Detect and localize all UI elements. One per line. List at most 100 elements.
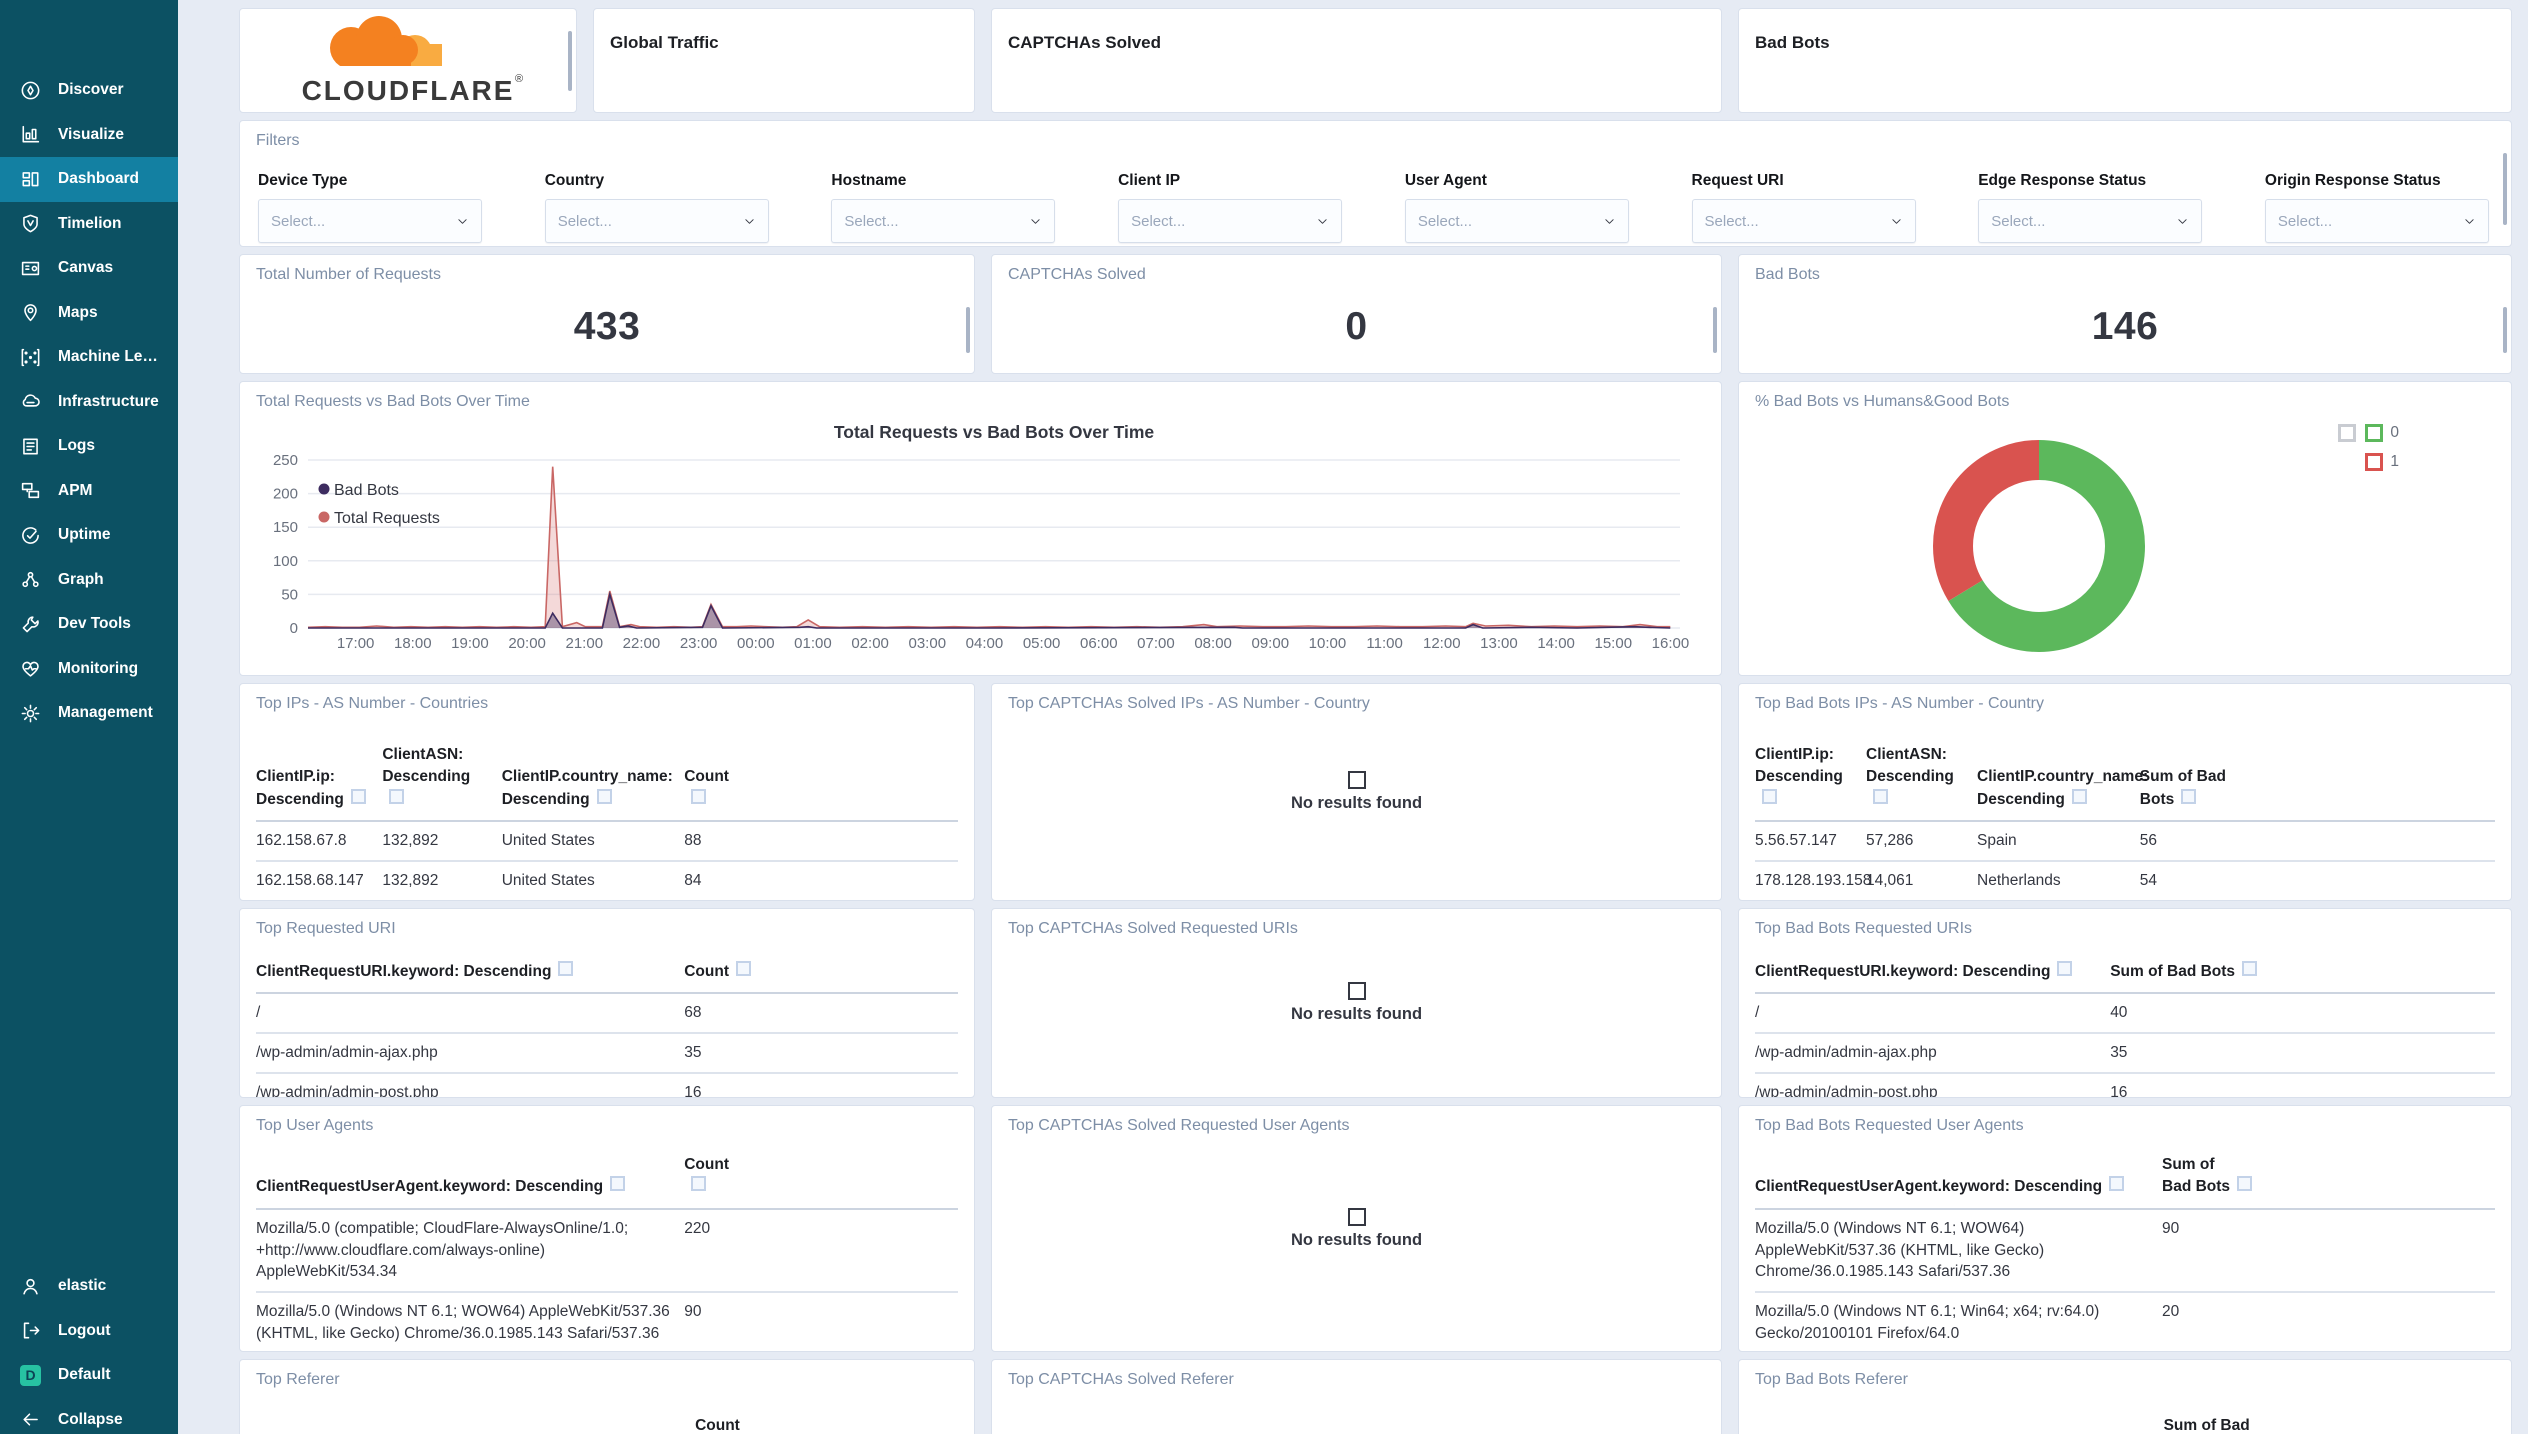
sidebar-item-canvas[interactable]: Canvas <box>0 246 178 291</box>
table-cell: United States <box>501 821 685 863</box>
svg-text:10:00: 10:00 <box>1309 635 1347 652</box>
column-header[interactable]: Sum of Bad Bots <box>2110 957 2495 995</box>
column-header[interactable]: ClientIP.ip: Descending <box>256 740 383 823</box>
filter-group-user-agent: User Agent Select... <box>1404 151 1629 243</box>
svg-text:11:00: 11:00 <box>1366 635 1402 652</box>
sidebar-item-visualize[interactable]: Visualize <box>0 113 178 158</box>
sidebar-footer-default[interactable]: D Default <box>0 1353 178 1398</box>
column-header[interactable]: ClientRequestUserAgent.keyword: Descendi… <box>1755 1150 2162 1210</box>
filter-select-edge-response-status[interactable]: Select... <box>1978 199 2203 243</box>
panel-title: Top Requested URI <box>256 920 396 937</box>
column-header[interactable]: ClientASN: Descending <box>1866 740 1977 823</box>
sidebar-item-label: Graph <box>58 570 104 588</box>
table-cell: 20 <box>2162 1292 2495 1351</box>
filter-select-request-uri[interactable]: Select... <box>1691 199 1916 243</box>
sidebar-item-uptime[interactable]: Uptime <box>0 513 178 558</box>
sidebar-footer-elastic[interactable]: elastic <box>0 1264 178 1309</box>
panel-scrollbar[interactable] <box>2503 153 2507 225</box>
column-header[interactable]: Sum of Bad Bots <box>2162 1150 2495 1210</box>
chart-panel-title: Total Requests vs Bad Bots Over Time <box>256 393 530 410</box>
panel-title: Top Bad Bots Requested URIs <box>1755 920 1973 937</box>
donut-legend-item-1[interactable]: 1 <box>2329 453 2399 471</box>
column-header[interactable]: ClientRequestURI.keyword: Descending <box>256 957 685 995</box>
filter-select-origin-response-status[interactable]: Select... <box>2264 199 2489 243</box>
maps-icon <box>20 302 41 323</box>
column-header[interactable]: ClientRequestURI.keyword: Descending <box>1755 957 2111 995</box>
svg-text:06:00: 06:00 <box>1080 635 1118 652</box>
column-header[interactable]: Count <box>684 740 958 823</box>
table-cell: /wp-admin/admin-ajax.php <box>256 1033 685 1074</box>
sidebar-footer-logout[interactable]: Logout <box>0 1309 178 1354</box>
filter-group-hostname: Hostname Select... <box>831 151 1056 243</box>
filter-label: Edge Response Status <box>1978 172 2147 189</box>
sidebar-item-machine-le-[interactable]: Machine Le… <box>0 335 178 380</box>
column-header[interactable]: Count <box>684 1150 958 1210</box>
sidebar-item-dev-tools[interactable]: Dev Tools <box>0 602 178 647</box>
panel-scrollbar[interactable] <box>2503 307 2507 353</box>
filter-group-device-type: Device Type Select... <box>258 151 482 243</box>
sidebar-item-apm[interactable]: APM <box>0 469 178 514</box>
filter-label: Request URI <box>1691 172 1784 189</box>
filter-select-hostname[interactable]: Select... <box>831 199 1056 243</box>
metric-panel-total-number-of-requests: Total Number of Requests 433 <box>239 254 975 374</box>
badbots-donut-chart[interactable] <box>1739 382 2511 675</box>
legend-item[interactable]: Bad Bots <box>318 482 399 499</box>
svg-text:20:00: 20:00 <box>508 635 546 652</box>
donut-slices[interactable] <box>1933 440 2145 652</box>
panel-scrollbar[interactable] <box>966 307 970 353</box>
select-placeholder: Select... <box>1417 212 1473 230</box>
panel-row: Top Requested URI ClientRequestURI.keywor… <box>239 908 2512 1098</box>
table-cell: 162.158.68.147 <box>256 861 383 900</box>
column-header[interactable]: ClientASN: Descending <box>382 740 502 823</box>
timelion-icon <box>20 213 41 234</box>
sidebar-item-graph[interactable]: Graph <box>0 558 178 603</box>
table-row: 162.158.68.147 132,892 United States 84 <box>256 861 958 900</box>
filter-select-client-ip[interactable]: Select... <box>1118 199 1343 243</box>
table-cell: 40 <box>2110 993 2495 1035</box>
filter-label: Origin Response Status <box>2264 172 2441 189</box>
filter-select-country[interactable]: Select... <box>544 199 769 243</box>
column-header[interactable]: Sum of Bad <box>2163 1417 2250 1434</box>
infrastructure-icon <box>20 391 41 412</box>
donut-legend-item-0[interactable]: 0 <box>2329 424 2399 442</box>
sidebar-footer-collapse[interactable]: Collapse <box>0 1398 178 1434</box>
column-header[interactable]: Count <box>684 957 958 995</box>
column-header[interactable]: Sum of Bad Bots <box>2139 740 2495 823</box>
panel-scrollbar[interactable] <box>1713 307 1717 353</box>
sidebar-item-discover[interactable]: Discover <box>0 68 178 113</box>
panel-scrollbar[interactable] <box>568 31 572 91</box>
column-header[interactable]: ClientIP.ip: Descending <box>1755 740 1866 823</box>
sidebar-item-infrastructure[interactable]: Infrastructure <box>0 380 178 425</box>
sidebar-item-logs[interactable]: Logs <box>0 424 178 469</box>
filter-select-user-agent[interactable]: Select... <box>1404 199 1629 243</box>
table-cell: Mozilla/5.0 (compatible; CloudFlare-Alwa… <box>256 1208 685 1294</box>
sidebar-item-label: Machine Le… <box>58 348 158 366</box>
user-icon <box>20 1276 41 1297</box>
panel-row: Top Referer Count Top CAPTCHAs Solved Refe… <box>239 1359 2512 1434</box>
metric-title: CAPTCHAs Solved <box>1008 266 1146 283</box>
empty-visualization-icon <box>1347 771 1366 789</box>
column-header[interactable]: ClientRequestUserAgent.keyword: Descendi… <box>256 1150 685 1210</box>
sidebar-item-maps[interactable]: Maps <box>0 291 178 336</box>
column-header[interactable]: Count <box>695 1417 740 1434</box>
table-cell: Mozilla/5.0 (Windows NT 6.1; WOW64) Appl… <box>1755 1208 2162 1294</box>
sidebar-footer-label: Default <box>58 1366 111 1384</box>
table-cell: 220 <box>684 1208 958 1294</box>
filter-group-client-ip: Client IP Select... <box>1118 151 1343 243</box>
legend-item[interactable]: Total Requests <box>318 510 440 527</box>
column-header[interactable]: ClientIP.country_name: Descending <box>1977 740 2148 823</box>
sidebar-item-timelion[interactable]: Timelion <box>0 202 178 247</box>
charts-row: Total Requests vs Bad Bots Over Time 0 50… <box>239 381 2512 676</box>
svg-text:Total Requests vs Bad Bots Ove: Total Requests vs Bad Bots Over Time <box>834 422 1155 442</box>
svg-text:03:00: 03:00 <box>909 635 947 652</box>
column-header[interactable]: ClientIP.country_name: Descending <box>501 740 685 823</box>
sidebar-item-management[interactable]: Management <box>0 691 178 736</box>
filter-select-device-type[interactable]: Select... <box>258 199 482 243</box>
sidebar-item-monitoring[interactable]: Monitoring <box>0 647 178 692</box>
management-icon <box>20 703 41 724</box>
filter-label: User Agent <box>1404 172 1487 189</box>
sidebar-item-dashboard[interactable]: Dashboard <box>0 157 178 202</box>
cloudflare-logo-panel: CLOUDFLARE ® <box>239 8 577 113</box>
canvas-icon <box>20 258 41 279</box>
filter-label: Hostname <box>831 172 907 189</box>
